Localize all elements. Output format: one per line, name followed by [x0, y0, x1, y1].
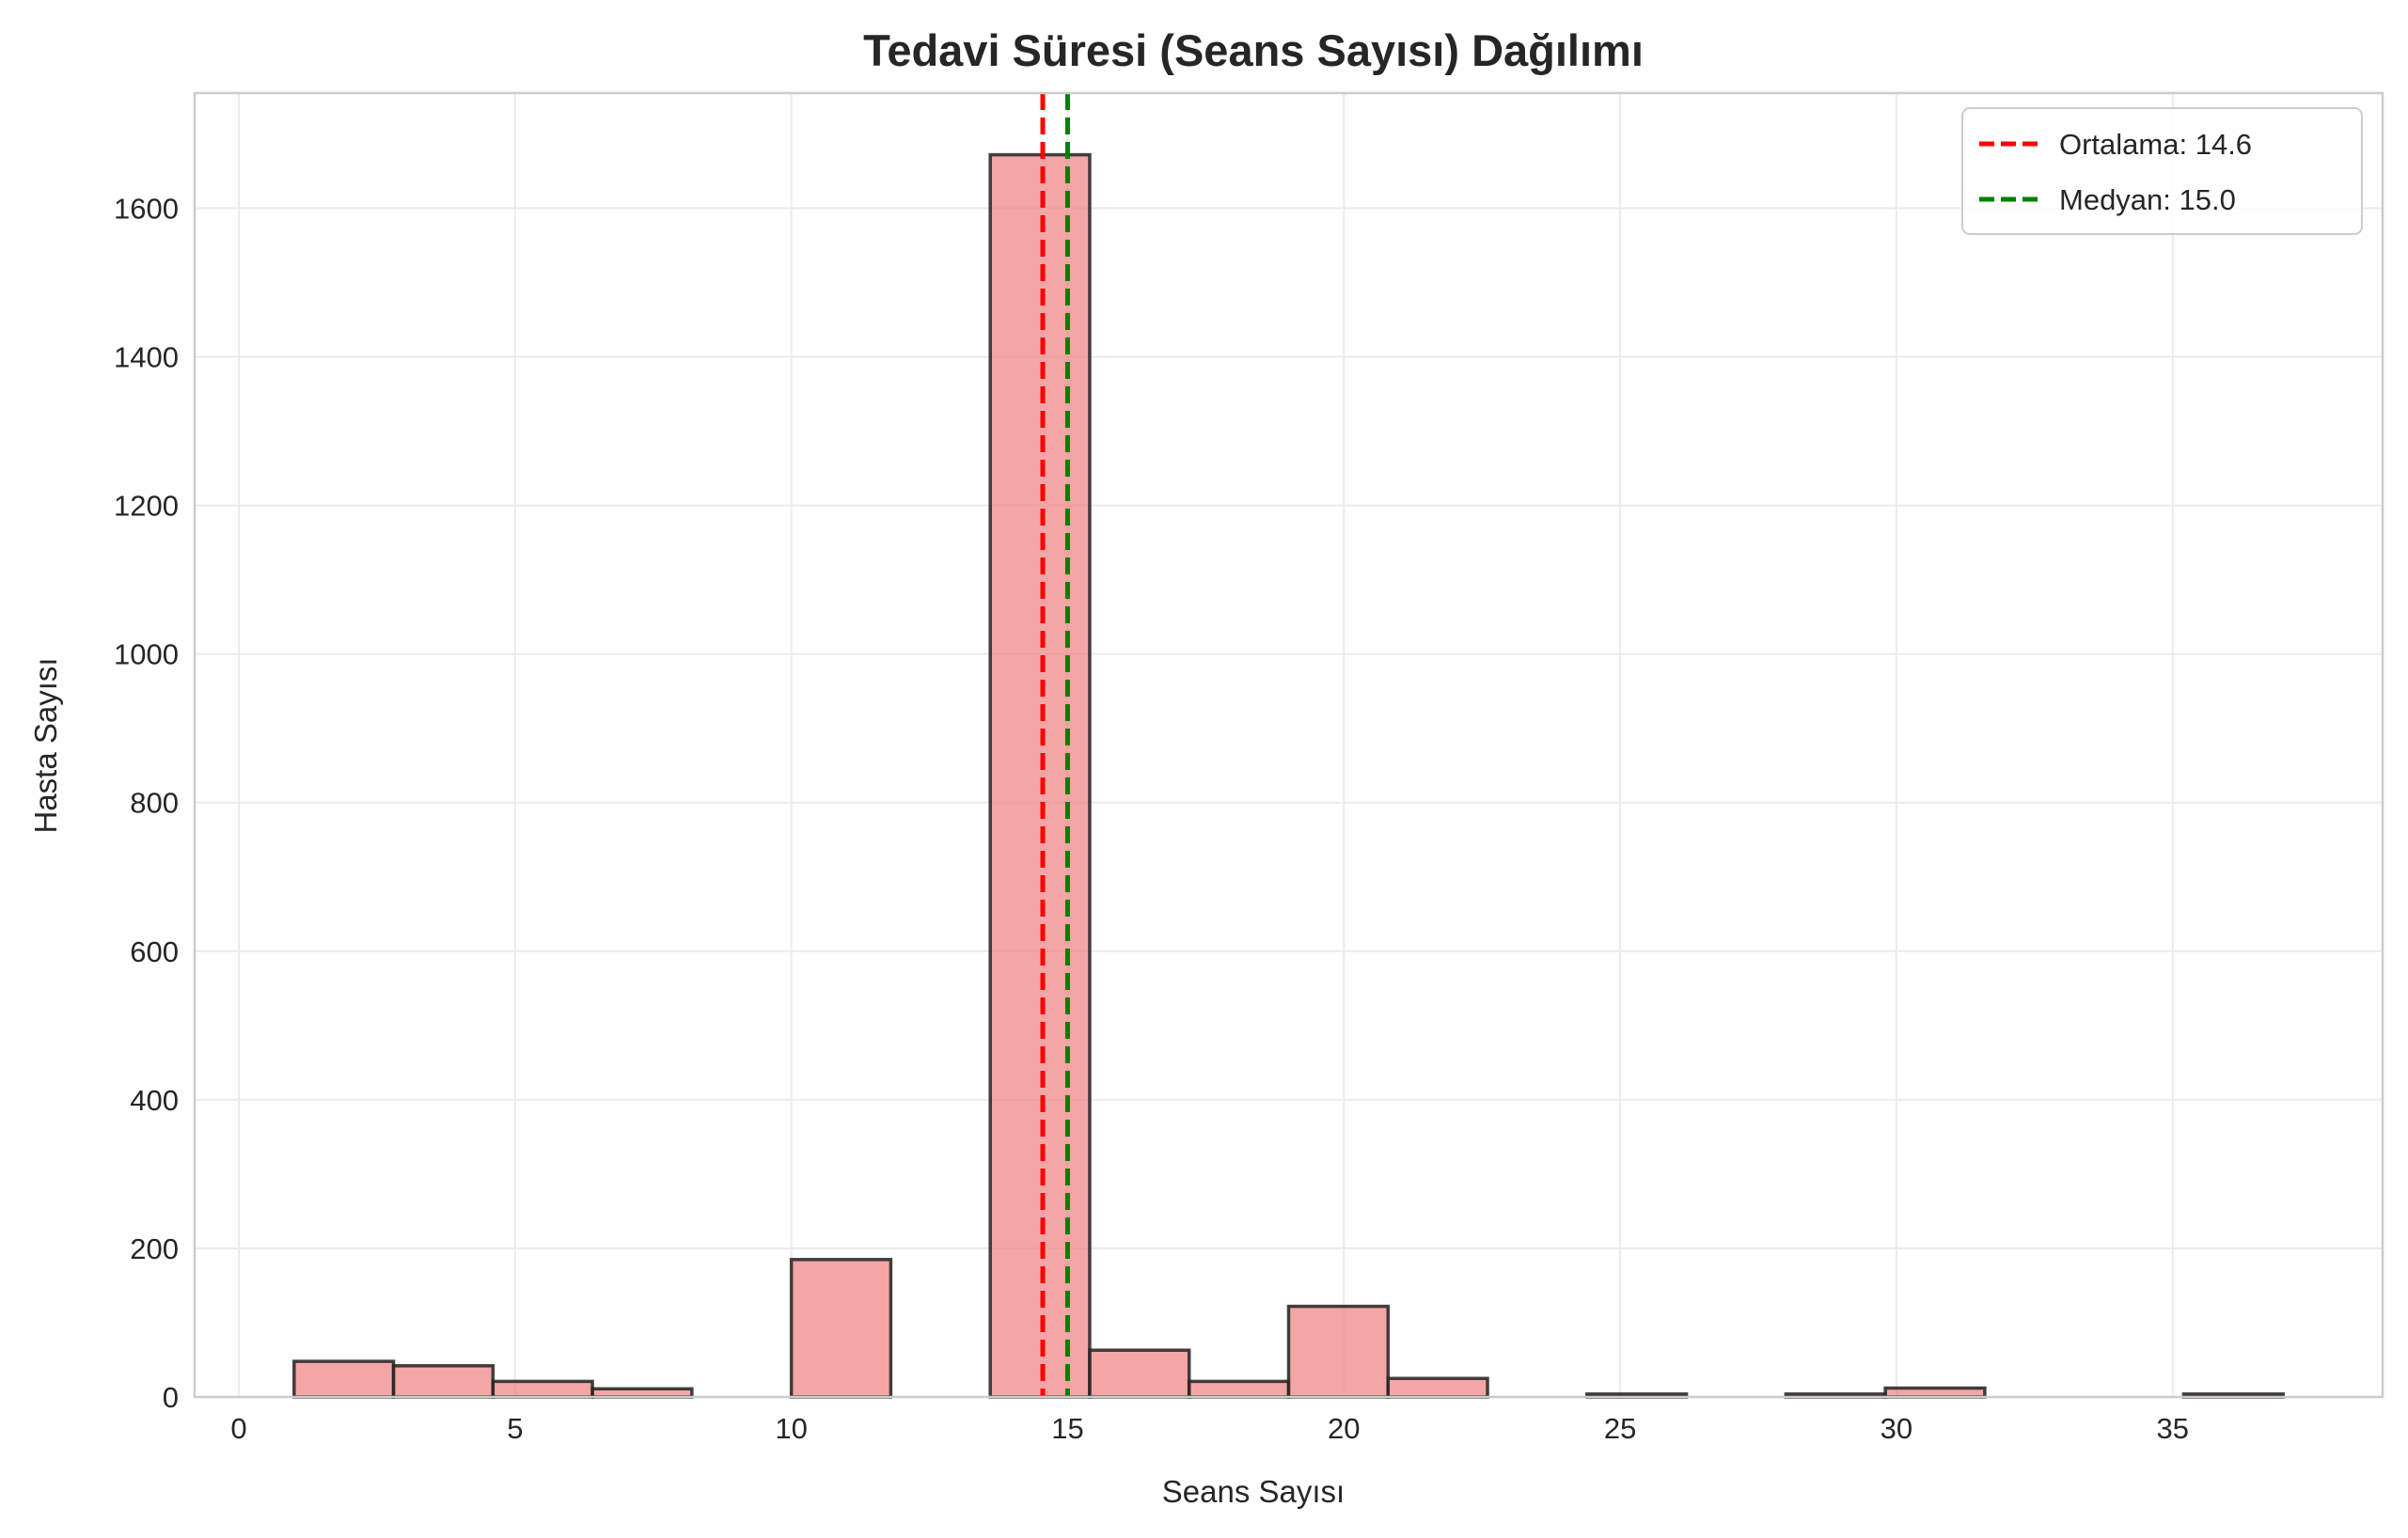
y-tick-label: 800	[130, 787, 179, 820]
chart-title: Tedavi Süresi (Seans Sayısı) Dağılımı	[863, 25, 1644, 75]
histogram-bar	[1386, 1376, 1489, 1399]
x-tick-label: 25	[1604, 1412, 1636, 1445]
y-tick-label: 1400	[114, 341, 179, 374]
histogram-bar	[1286, 1304, 1391, 1399]
x-tick-label: 20	[1328, 1412, 1360, 1445]
x-tick-label: 15	[1051, 1412, 1083, 1445]
plot-background	[195, 93, 2383, 1397]
x-tick-label: 35	[2156, 1412, 2188, 1445]
histogram-bar	[292, 1359, 396, 1399]
y-tick-label: 1000	[114, 638, 179, 671]
y-tick-label: 1600	[114, 192, 179, 225]
x-tick-label: 10	[775, 1412, 807, 1445]
y-tick-label: 1200	[114, 490, 179, 523]
histogram-bar	[1883, 1386, 1987, 1399]
x-axis-label: Seans Sayısı	[1162, 1474, 1345, 1509]
histogram-bar	[391, 1364, 496, 1399]
x-tick-label: 0	[230, 1412, 246, 1445]
legend-label: Medyan: 15.0	[2059, 183, 2236, 216]
x-tick-label: 5	[507, 1412, 523, 1445]
histogram-bar	[1187, 1379, 1291, 1399]
y-tick-label: 600	[130, 935, 179, 968]
y-tick-label: 0	[163, 1381, 179, 1414]
y-tick-label: 200	[130, 1232, 179, 1265]
histogram-bar	[1088, 1348, 1191, 1399]
histogram-bar	[988, 152, 1092, 1399]
x-tick-label: 30	[1881, 1412, 1912, 1445]
histogram-bar	[590, 1387, 694, 1399]
histogram-bar	[491, 1379, 594, 1399]
y-tick-label: 400	[130, 1084, 179, 1117]
histogram-bar	[789, 1258, 893, 1399]
axes-frame	[193, 91, 2384, 1399]
y-axis-label: Hasta Sayısı	[28, 657, 63, 833]
legend-box	[1961, 107, 2363, 235]
plot-area: 0 5 10 15 20 25 30 35 0 200 400 600 800 1000 1200 1400 1…	[114, 91, 2384, 1445]
legend-label: Ortalama: 14.6	[2059, 128, 2252, 161]
